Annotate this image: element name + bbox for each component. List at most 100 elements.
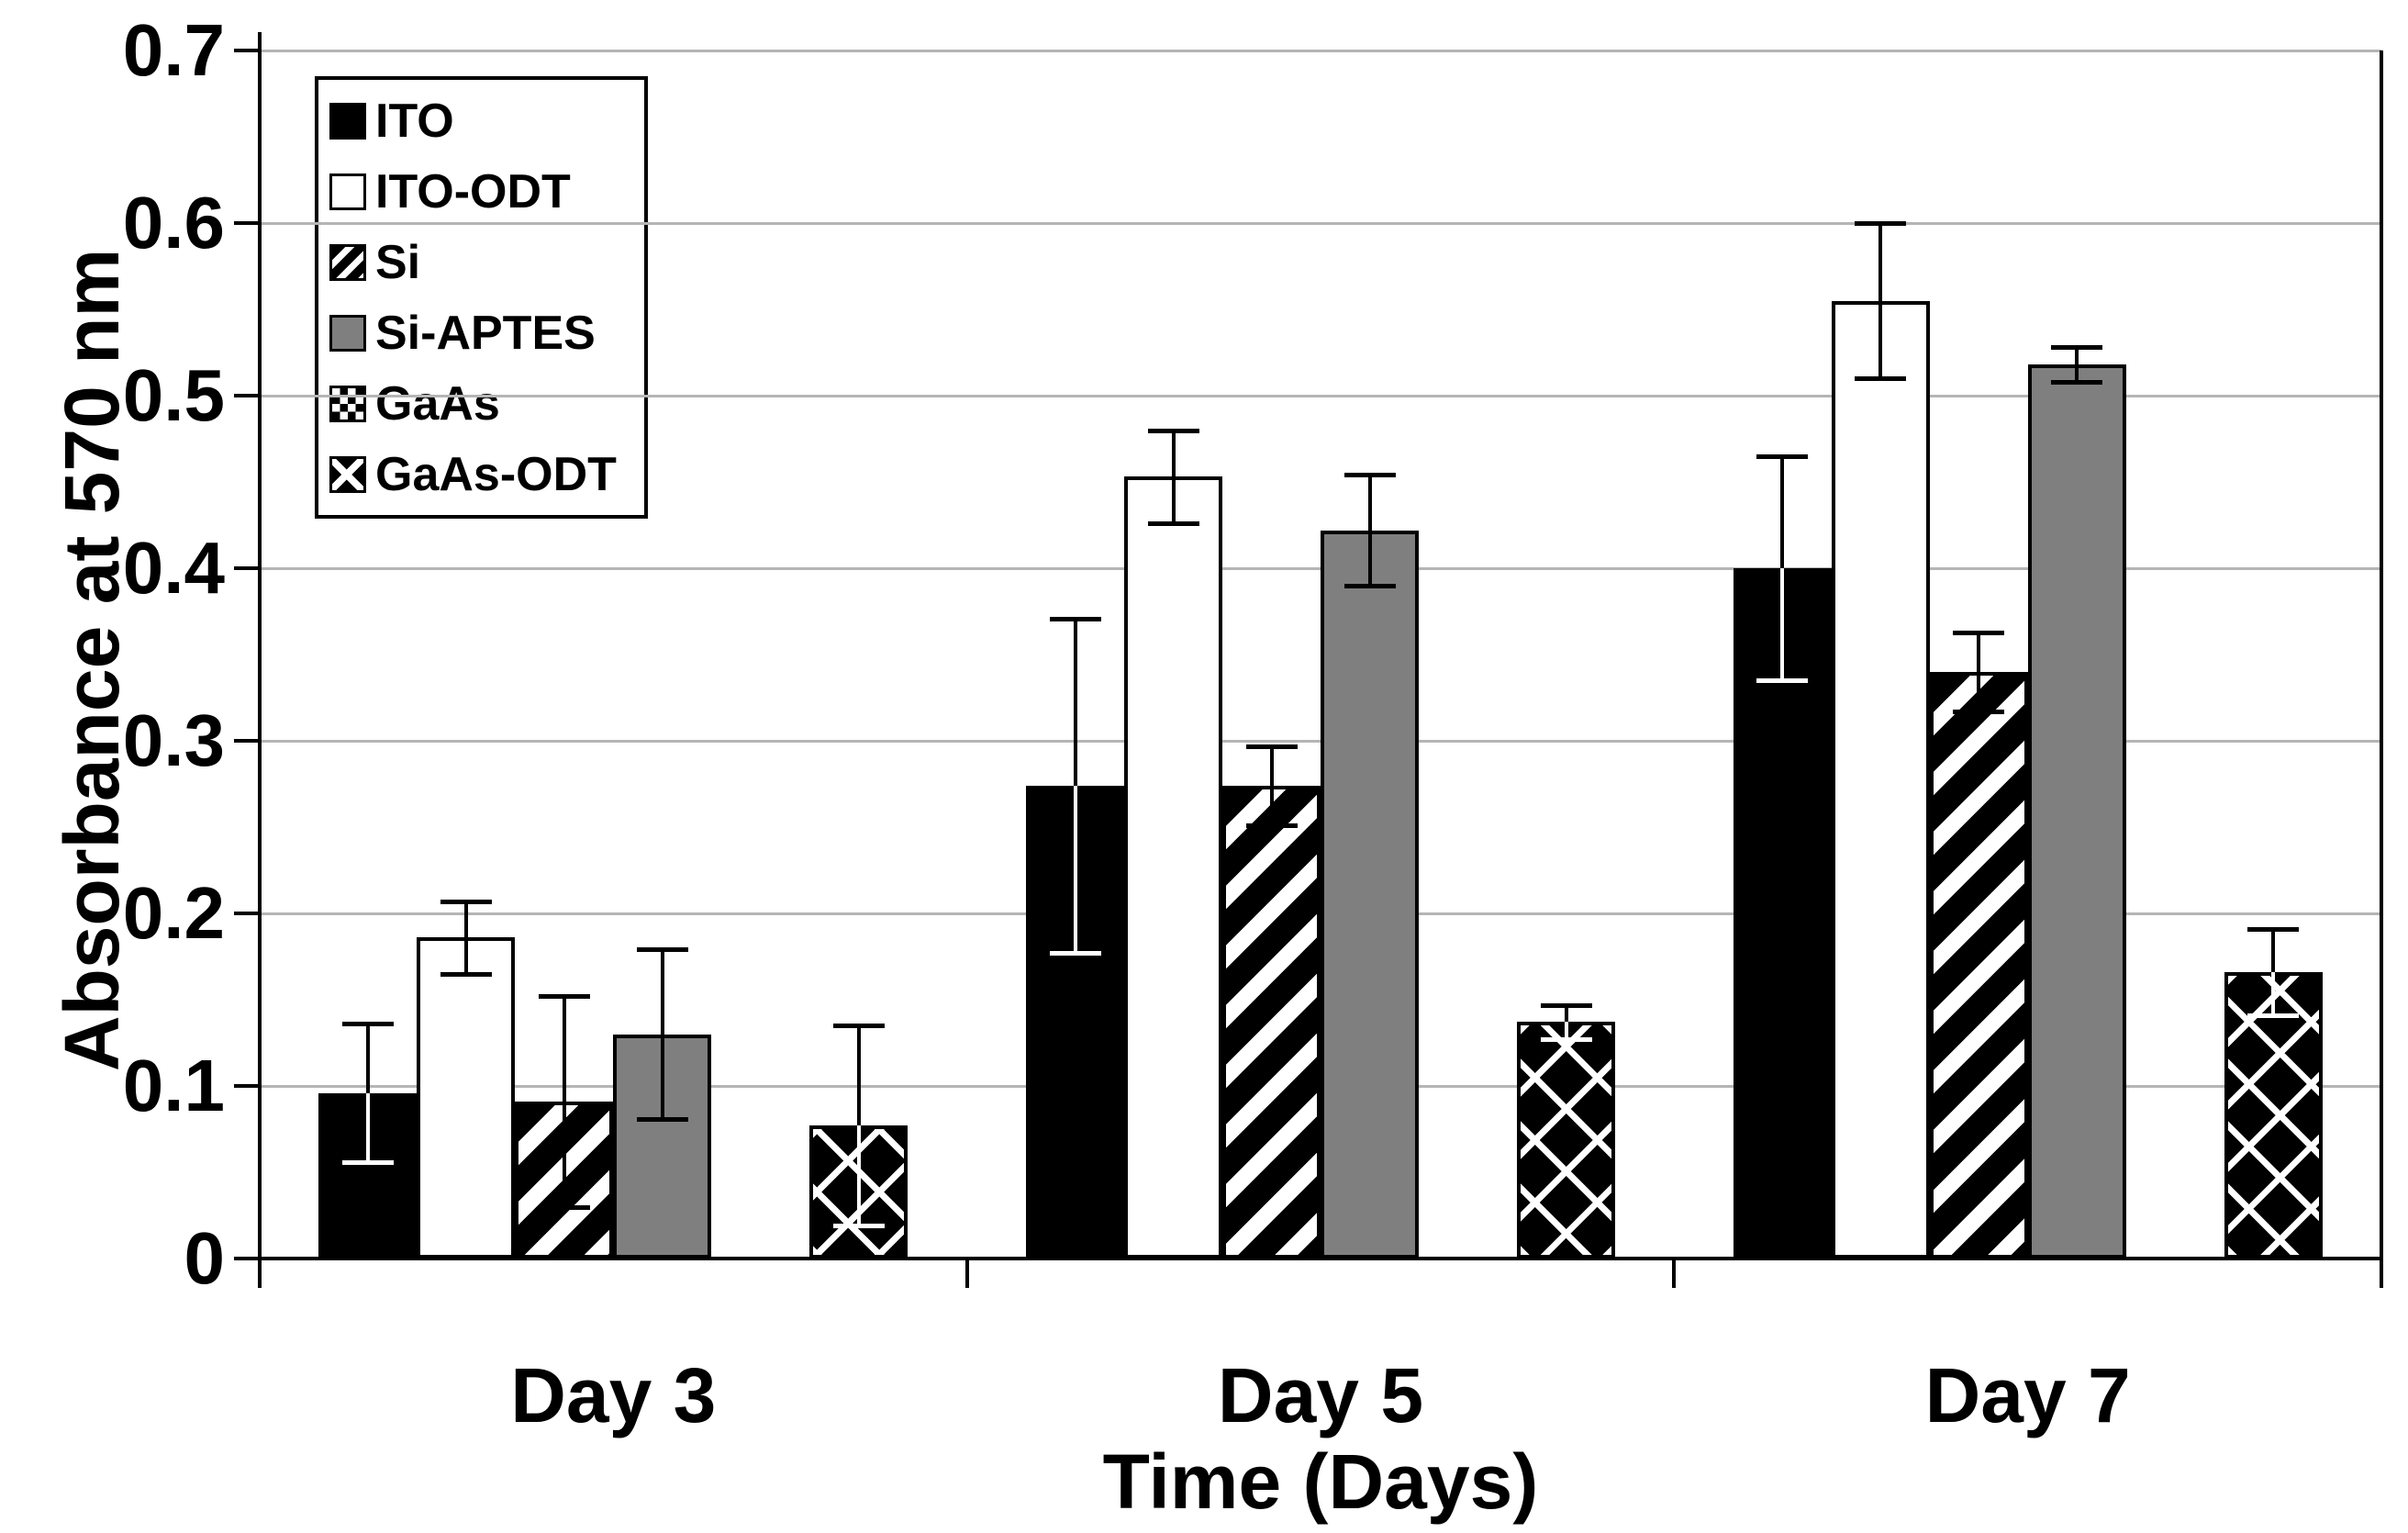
error-bar-upper bbox=[1564, 1004, 1568, 1023]
bar-ITO-ODT-Day5 bbox=[1124, 476, 1222, 1259]
x-category-label: Day 3 bbox=[510, 1352, 717, 1438]
error-bar-cap-top bbox=[1343, 473, 1396, 478]
y-tick-label: 0.3 bbox=[122, 699, 225, 781]
error-bar-lower bbox=[562, 1101, 566, 1207]
legend-entry-Si-APTES: Si-APTES bbox=[318, 300, 644, 366]
error-bar-cap-bottom bbox=[1343, 583, 1396, 588]
y-tick-label: 0 bbox=[184, 1217, 226, 1299]
error-bar-cap-top bbox=[1147, 428, 1199, 433]
error-bar-cap-bottom bbox=[341, 1159, 394, 1165]
error-bar-upper bbox=[1367, 475, 1372, 531]
y-axis-tick bbox=[234, 221, 260, 225]
error-bar-cap-bottom bbox=[1756, 678, 1809, 684]
error-bar-upper bbox=[856, 1025, 861, 1126]
error-bar-cap-top bbox=[1049, 616, 1101, 621]
error-bar-lower bbox=[1171, 476, 1176, 524]
legend-entry-ITO-ODT: ITO-ODT bbox=[318, 159, 644, 225]
white-swatch-icon bbox=[329, 173, 366, 210]
legend-entry-Si: Si bbox=[318, 229, 644, 296]
x-axis-tick bbox=[1672, 1259, 1677, 1288]
legend-label: Si-APTES bbox=[375, 306, 596, 360]
error-bar-cap-top bbox=[832, 1024, 885, 1029]
error-bar-lower bbox=[1780, 568, 1785, 681]
error-bar-lower bbox=[856, 1125, 861, 1226]
y-axis-tick bbox=[234, 1084, 260, 1088]
error-bar-cap-top bbox=[1245, 744, 1298, 749]
legend-label: GaAs bbox=[375, 376, 500, 431]
h-gridline bbox=[260, 50, 2381, 52]
error-bar-cap-top bbox=[1855, 221, 1907, 226]
error-bar-lower bbox=[463, 937, 468, 974]
y-tick-label: 0.7 bbox=[122, 9, 225, 91]
error-bar-upper bbox=[1073, 618, 1077, 786]
error-bar-upper bbox=[463, 901, 468, 938]
error-bar-upper bbox=[1171, 430, 1176, 477]
x-category-label: Day 7 bbox=[1924, 1352, 2131, 1438]
error-bar-lower bbox=[1269, 785, 1274, 826]
legend-label: ITO bbox=[375, 94, 454, 148]
error-bar-cap-top bbox=[2051, 345, 2103, 351]
bar-ITO-ODT-Day3 bbox=[417, 937, 516, 1259]
bar-GaAs-ODT-Day7 bbox=[2224, 971, 2323, 1259]
error-bar-cap-bottom bbox=[1953, 710, 2005, 715]
error-bar-upper bbox=[1878, 223, 1883, 301]
error-bar-cap-bottom bbox=[538, 1204, 590, 1210]
x-axis-tick bbox=[964, 1259, 969, 1288]
legend-label: GaAs-ODT bbox=[375, 447, 617, 501]
error-bar-cap-bottom bbox=[1147, 521, 1199, 527]
y-axis-line bbox=[258, 32, 262, 1260]
bar-GaAs-ODT-Day5 bbox=[1517, 1022, 1615, 1259]
error-bar-cap-bottom bbox=[2051, 379, 2103, 385]
error-bar-cap-bottom bbox=[636, 1116, 688, 1122]
legend-entry-GaAs: GaAs bbox=[318, 371, 644, 437]
diagonal-stripes-swatch-icon bbox=[329, 243, 366, 281]
y-tick-label: 0.6 bbox=[122, 182, 225, 263]
y-axis-tick bbox=[234, 49, 260, 52]
error-bar-cap-top bbox=[2247, 926, 2300, 932]
error-bar-cap-top bbox=[1953, 630, 2005, 635]
error-bar-lower bbox=[1367, 530, 1372, 586]
error-bar-lower bbox=[1564, 1022, 1568, 1040]
error-bar-lower bbox=[2271, 971, 2276, 1015]
error-bar-lower bbox=[1878, 300, 1883, 379]
plot-right-border bbox=[2380, 50, 2383, 1259]
bar-Si-Day7 bbox=[1929, 671, 2028, 1259]
bar-ITO-Day7 bbox=[1733, 568, 1832, 1259]
error-bar-lower bbox=[365, 1092, 370, 1162]
bar-ITO-ODT-Day7 bbox=[1831, 300, 1930, 1259]
y-axis-tick bbox=[234, 739, 260, 743]
error-bar-cap-top bbox=[1756, 453, 1809, 459]
diamond-crosshatch-swatch-icon bbox=[329, 455, 366, 493]
error-bar-upper bbox=[562, 996, 566, 1102]
y-axis-title: Absorbance at 570 nm bbox=[49, 248, 135, 1072]
error-bar-lower bbox=[2075, 364, 2079, 382]
y-tick-label: 0.1 bbox=[122, 1045, 225, 1126]
y-axis-tick bbox=[234, 912, 260, 915]
legend-label: ITO-ODT bbox=[375, 164, 571, 218]
error-bar-cap-bottom bbox=[1049, 951, 1101, 957]
bar-Si-APTES-Day7 bbox=[2027, 364, 2126, 1259]
x-axis-tick bbox=[2380, 1259, 2383, 1288]
error-bar-cap-bottom bbox=[440, 971, 492, 977]
error-bar-cap-top bbox=[341, 1022, 394, 1027]
y-axis-tick bbox=[234, 394, 260, 397]
error-bar-lower bbox=[660, 1034, 664, 1119]
legend-label: Si bbox=[375, 235, 421, 289]
x-axis-tick bbox=[258, 1259, 262, 1288]
error-bar-cap-top bbox=[636, 947, 688, 953]
solid-black-swatch-icon bbox=[329, 102, 366, 140]
bar-Si-Day5 bbox=[1222, 785, 1321, 1259]
error-bar-cap-top bbox=[440, 899, 492, 904]
error-bar-cap-bottom bbox=[2247, 1013, 2300, 1018]
error-bar-lower bbox=[1073, 785, 1077, 954]
x-category-label: Day 5 bbox=[1217, 1352, 1424, 1438]
error-bar-cap-bottom bbox=[1855, 376, 1907, 382]
bar-Si-APTES-Day5 bbox=[1321, 530, 1419, 1259]
error-bar-cap-bottom bbox=[832, 1224, 885, 1229]
y-tick-label: 0.2 bbox=[122, 872, 225, 954]
error-bar-cap-bottom bbox=[1540, 1037, 1592, 1043]
error-bar-cap-bottom bbox=[1245, 823, 1298, 829]
error-bar-upper bbox=[1780, 455, 1785, 568]
legend-entry-ITO: ITO bbox=[318, 88, 644, 154]
